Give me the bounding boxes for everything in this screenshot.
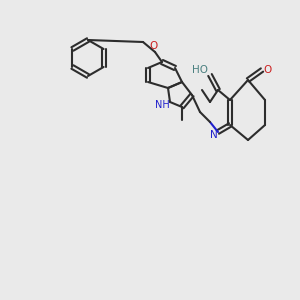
Text: HO: HO xyxy=(192,65,208,75)
Text: O: O xyxy=(263,65,271,75)
Text: NH: NH xyxy=(154,100,169,110)
Text: O: O xyxy=(150,41,158,51)
Text: N: N xyxy=(210,130,218,140)
